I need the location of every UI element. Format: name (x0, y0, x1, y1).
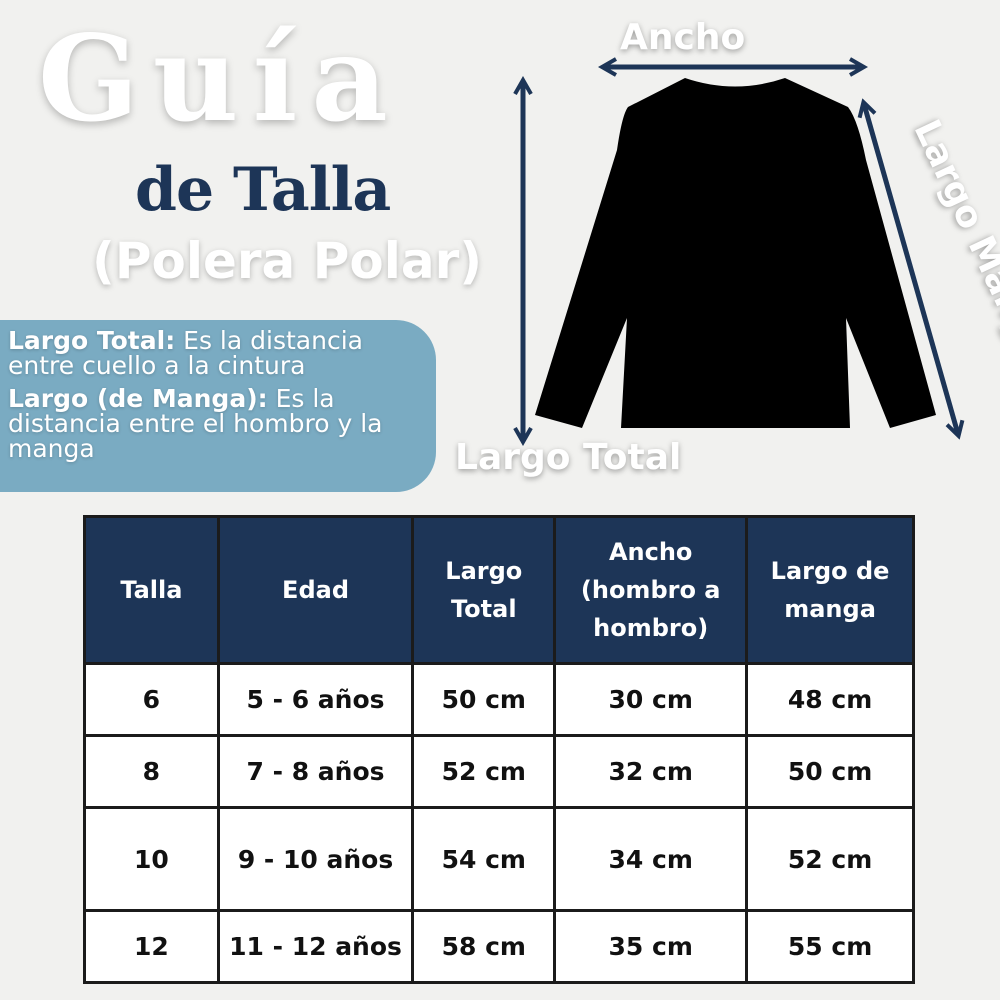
ancho-label: Ancho (620, 17, 746, 58)
largo-manga-arrow (857, 98, 965, 440)
cell-largo-manga: 55 cm (745, 909, 915, 984)
table-header: Talla Edad Largo Total Ancho (hombro a h… (83, 515, 915, 665)
shirt-icon (535, 78, 936, 428)
table-row: 12 11 - 12 años 58 cm 35 cm 55 cm (83, 909, 915, 984)
cell-ancho: 32 cm (553, 734, 749, 809)
header-talla: Talla (83, 515, 220, 665)
cell-largo-total: 58 cm (411, 909, 557, 984)
cell-edad: 7 - 8 años (216, 734, 415, 809)
cell-talla: 12 (83, 909, 220, 984)
product-name: (Polera Polar) (92, 232, 483, 290)
shirt-diagram (513, 57, 965, 447)
desc: Es la distancia entre cuello a la cintur… (8, 326, 363, 380)
term: Largo (de Manga): (8, 384, 268, 413)
header-ancho: Ancho (hombro a hombro) (553, 515, 749, 665)
info-largo-total: Largo Total: Es la distancia entre cuell… (8, 328, 436, 378)
table-row: 10 9 - 10 años 54 cm 34 cm 52 cm (83, 806, 915, 912)
header-largo-manga: Largo de manga (745, 515, 915, 665)
cell-ancho: 34 cm (553, 806, 749, 912)
cell-edad: 5 - 6 años (216, 662, 415, 737)
largo-total-label: Largo Total (455, 437, 682, 478)
title-guia: Guía (38, 9, 402, 148)
cell-largo-total: 52 cm (411, 734, 557, 809)
size-table: Talla Edad Largo Total Ancho (hombro a h… (83, 515, 915, 984)
info-box: Largo Total: Es la distancia entre cuell… (0, 320, 436, 492)
cell-largo-total: 54 cm (411, 806, 557, 912)
cell-largo-manga: 52 cm (745, 806, 915, 912)
header-largo-total: Largo Total (411, 515, 557, 665)
cell-largo-total: 50 cm (411, 662, 557, 737)
cell-edad: 11 - 12 años (216, 909, 415, 984)
cell-ancho: 35 cm (553, 909, 749, 984)
cell-largo-manga: 48 cm (745, 662, 915, 737)
cell-talla: 10 (83, 806, 220, 912)
desc: Es la distancia entre el hombro y la man… (8, 384, 383, 463)
cell-edad: 9 - 10 años (216, 806, 415, 912)
term: Largo Total: (8, 326, 176, 355)
cell-talla: 6 (83, 662, 220, 737)
subtitle: de Talla (135, 155, 391, 225)
cell-talla: 8 (83, 734, 220, 809)
info-largo-manga: Largo (de Manga): Es la distancia entre … (8, 386, 436, 461)
cell-largo-manga: 50 cm (745, 734, 915, 809)
header-edad: Edad (216, 515, 415, 665)
cell-ancho: 30 cm (553, 662, 749, 737)
